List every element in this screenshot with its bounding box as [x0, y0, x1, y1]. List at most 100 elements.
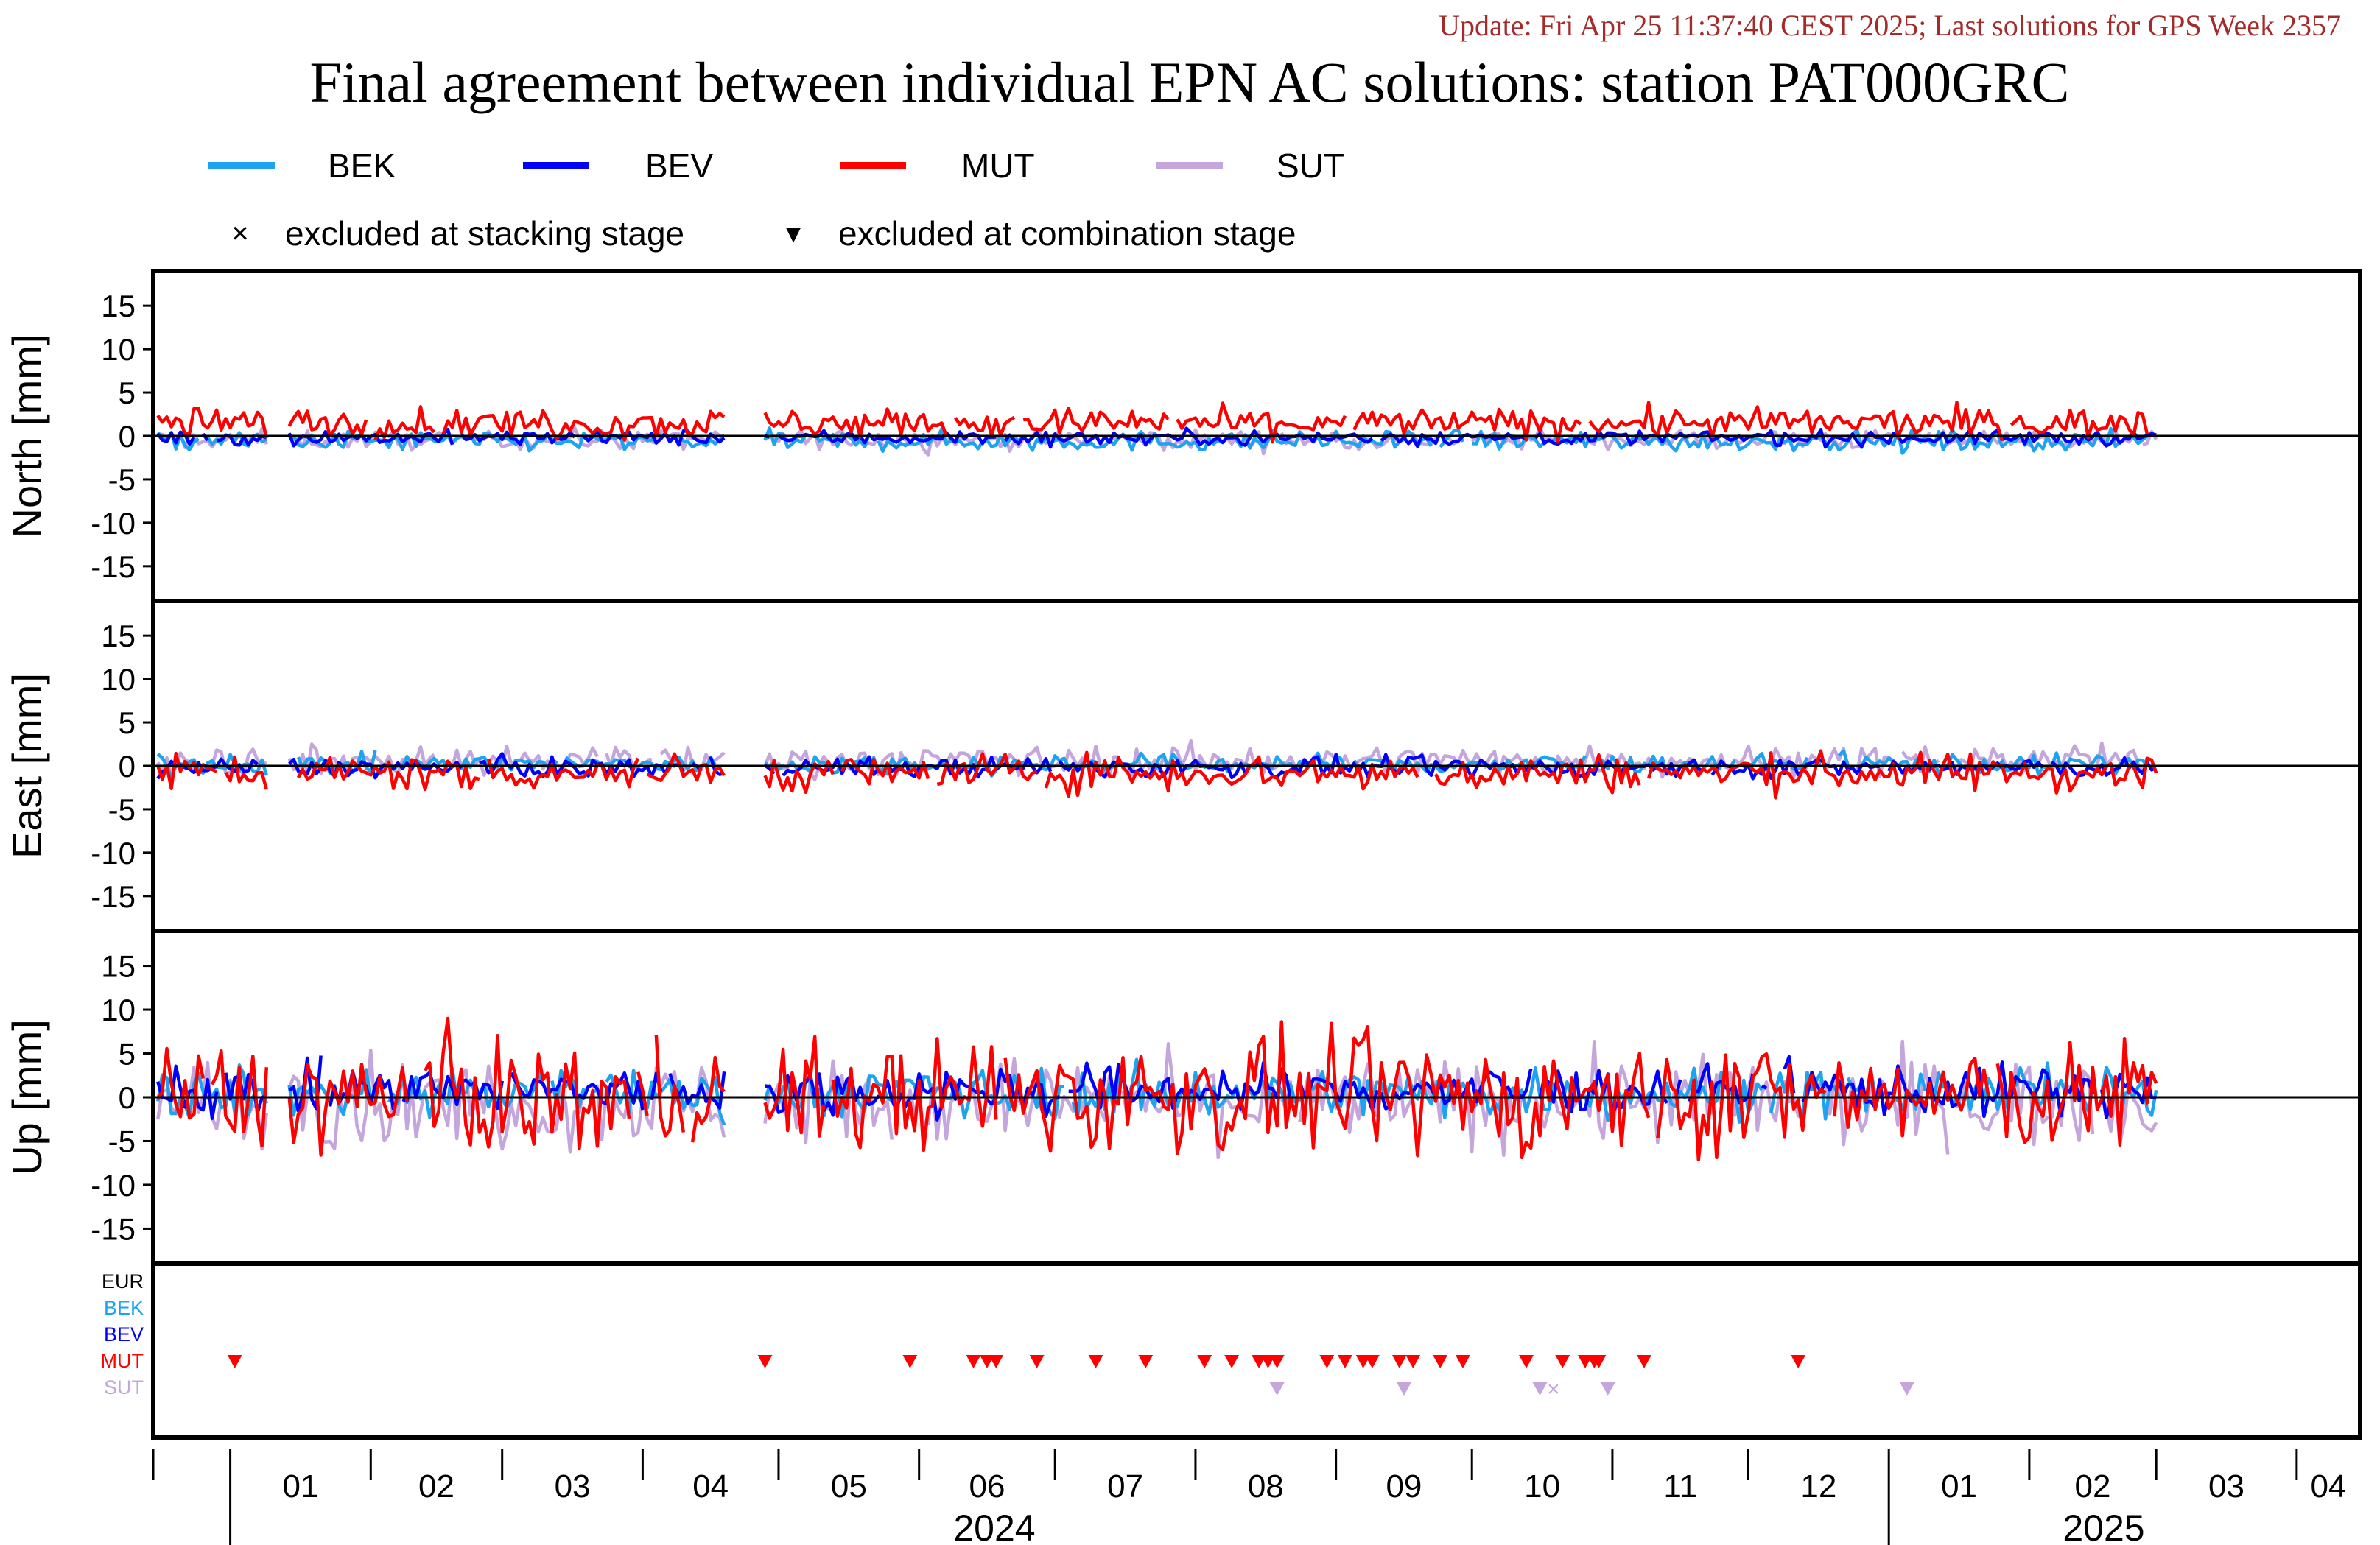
excl-row-sut: SUT [104, 1376, 144, 1398]
series-line-mut-2 [690, 1055, 726, 1143]
x-axis: 01 02 03 04 05 06 07 08 09 10 11 12 01 02 03 04 2024 2025 [152, 1449, 2346, 1545]
month-label: 07 [1107, 1468, 1143, 1504]
y-tick-label-0: -10 [91, 506, 136, 541]
y-tick-label-1: -10 [91, 836, 136, 870]
legend-label-bev: BEV [645, 147, 713, 185]
series-line-mut-0 [287, 409, 368, 438]
sut-exclusion-marker [1396, 1382, 1411, 1396]
y-axis-label-1: East [mm] [4, 673, 50, 859]
sut-stacking-marker: × [1547, 1377, 1560, 1401]
year-label-2024: 2024 [953, 1507, 1035, 1545]
series-line-bek-1 [1837, 749, 1850, 766]
month-label: 04 [2310, 1468, 2346, 1504]
y-tick-label-2: -10 [91, 1168, 136, 1203]
legend-label-bek: BEK [328, 147, 396, 185]
y-tick-label-0: 5 [119, 376, 136, 410]
panels: North [mm] 15 10 5 0 -5 -10 -15 East [mm] 15 10 5 0 -… [4, 269, 2362, 1266]
series-line-mut-0 [2009, 408, 2149, 440]
series-line-bek-1 [1856, 751, 2149, 776]
series-line-bek-2 [763, 1066, 1064, 1121]
mut-exclusion-marker [1405, 1355, 1421, 1368]
y-tick-label-1: 10 [101, 662, 136, 697]
y-tick-label-0: 0 [119, 419, 136, 454]
stacking-marker-icon: × [231, 217, 248, 250]
mut-exclusion-marker [227, 1355, 242, 1368]
month-label: 03 [555, 1468, 591, 1504]
excl-row-mut: MUT [101, 1350, 144, 1372]
sut-exclusion-marker [1532, 1382, 1548, 1396]
series-line-mut-1 [840, 758, 930, 786]
series-line-bev-0 [1380, 431, 1528, 448]
legend-combination-label: excluded at combination stage [838, 214, 1296, 253]
month-label: 03 [2208, 1468, 2244, 1504]
mut-exclusion-marker [1791, 1355, 1806, 1368]
series-line-bev-2 [224, 1072, 268, 1115]
series-line-bev-2 [1801, 1060, 2095, 1119]
series-line-mut-2 [763, 1035, 826, 1138]
month-label: 10 [1524, 1468, 1560, 1504]
series-line-mut-0 [441, 409, 726, 442]
series-line-mut-0 [1022, 407, 1170, 434]
month-label: 09 [1386, 1468, 1422, 1504]
mut-exclusion-marker [902, 1355, 918, 1368]
excl-row-bev: BEV [104, 1323, 144, 1345]
mut-exclusion-marker [1319, 1355, 1335, 1368]
sut-exclusion-marker [1269, 1382, 1285, 1396]
series-line-sut-1 [1126, 739, 1297, 777]
month-label: 06 [969, 1468, 1005, 1504]
y-tick-label-2: -5 [108, 1124, 136, 1158]
y-tick-label-1: 15 [101, 619, 136, 653]
series-line-mut-0 [1588, 401, 2004, 442]
series-line-sut-2 [899, 1083, 961, 1141]
series-line-mut-1 [763, 759, 835, 795]
series-line-mut-2 [636, 1071, 649, 1116]
series-line-sut-2 [287, 1074, 309, 1132]
y-tick-label-0: 10 [101, 332, 136, 367]
month-label: 04 [692, 1468, 729, 1504]
year-label-2025: 2025 [2063, 1507, 2144, 1545]
series-line-bek-0 [156, 430, 200, 451]
mut-exclusion-marker [966, 1355, 981, 1368]
mut-exclusion-marker [989, 1355, 1004, 1368]
y-tick-label-2: 5 [119, 1037, 136, 1071]
series-line-bev-2 [401, 1071, 504, 1111]
mut-exclusion-marker [1364, 1355, 1380, 1368]
y-tick-label-0: 15 [101, 289, 136, 323]
month-label: 11 [1663, 1468, 1697, 1504]
legend-stacking-label: excluded at stacking stage [285, 214, 684, 253]
mut-exclusion-marker [1636, 1355, 1651, 1368]
mut-exclusion-marker [1138, 1355, 1154, 1368]
series-line-mut-1 [296, 756, 480, 792]
y-tick-label-1: -15 [91, 879, 136, 914]
series-line-bev-2 [1761, 1084, 1768, 1090]
series-line-mut-1 [1433, 753, 1641, 795]
y-tick-label-2: 0 [119, 1080, 136, 1115]
mut-exclusion-marker [1029, 1355, 1045, 1368]
month-label: 01 [1941, 1468, 1977, 1504]
series-line-bev-0 [156, 430, 196, 446]
sut-exclusion-marker [1899, 1382, 1914, 1396]
y-tick-label-2: 15 [101, 949, 136, 984]
series-line-mut-0 [1176, 401, 1347, 444]
series-line-mut-2 [424, 1016, 631, 1151]
month-label: 02 [418, 1468, 454, 1504]
series-line-bev-1 [885, 756, 1053, 779]
mut-exclusion-marker [1555, 1355, 1570, 1368]
series-line-mut-2 [287, 1063, 409, 1157]
series-line-mut-2 [1003, 1020, 1651, 1160]
series-line-sut-0 [1570, 431, 1654, 451]
legend-label-mut: MUT [961, 147, 1035, 185]
month-label: 01 [282, 1468, 318, 1504]
series-line-sut-1 [1947, 741, 2149, 773]
series-line-mut-1 [1646, 749, 2158, 800]
series-line-mut-0 [1352, 407, 1582, 443]
mut-exclusion-marker [1519, 1355, 1534, 1368]
mut-exclusion-marker [1224, 1355, 1240, 1368]
series-line-mut-0 [373, 405, 436, 441]
legend-label-sut: SUT [1277, 147, 1344, 185]
mut-exclusion-marker [1337, 1355, 1352, 1368]
series-line-mut-0 [156, 407, 268, 439]
series-line-mut-1 [646, 752, 726, 784]
series-line-mut-2 [831, 1037, 998, 1152]
